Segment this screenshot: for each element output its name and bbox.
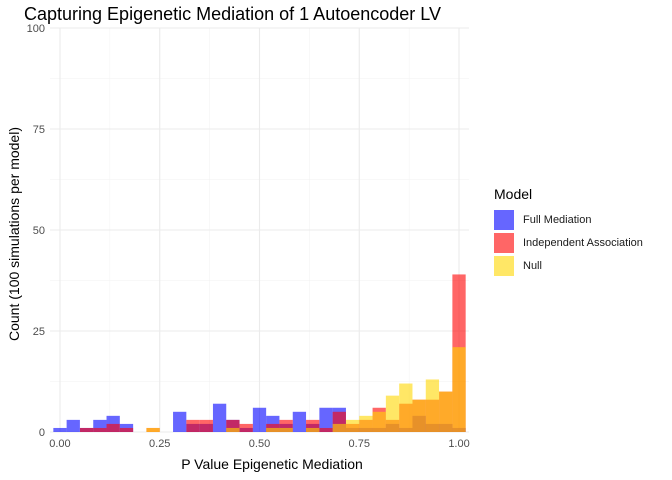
y-tick-label: 0 xyxy=(39,427,45,439)
x-tick-label: 0.50 xyxy=(249,438,270,450)
y-axis-label: Count (100 simulations per model) xyxy=(6,127,22,341)
legend-key-null xyxy=(494,255,514,276)
axis-ticks: 0.00 0.25 0.50 0.75 1.00 0 25 50 75 100 xyxy=(27,23,470,450)
y-tick-label: 50 xyxy=(33,225,45,237)
chart-title: Capturing Epigenetic Mediation of 1 Auto… xyxy=(24,4,441,24)
bar-independent-association xyxy=(79,427,94,432)
y-tick-label: 25 xyxy=(33,326,45,338)
bar-null xyxy=(412,399,426,432)
x-tick-label: 0.75 xyxy=(349,438,370,450)
bar-null xyxy=(359,415,373,432)
x-tick-label: 0.00 xyxy=(49,438,70,450)
bar-full-mediation xyxy=(292,411,307,432)
bar-independent-association xyxy=(199,419,213,432)
bar-independent-association xyxy=(119,427,134,432)
bar-null xyxy=(226,427,240,432)
legend-item-null: Null xyxy=(494,254,643,277)
legend-item-independent-association: Independent Association xyxy=(494,231,643,254)
bar-null xyxy=(452,347,466,432)
legend: Model Full Mediation Independent Associa… xyxy=(494,186,643,277)
bar-full-mediation xyxy=(53,427,67,432)
bar-null xyxy=(306,427,320,432)
x-tick-label: 0.25 xyxy=(149,438,170,450)
y-tick-label: 75 xyxy=(33,124,45,136)
bar-null xyxy=(372,411,386,432)
bar-independent-association xyxy=(239,423,253,432)
bar-full-mediation xyxy=(212,403,227,432)
bar-null xyxy=(279,427,293,432)
bar-null xyxy=(385,395,400,432)
bar-null xyxy=(146,427,160,432)
legend-key-independent-association xyxy=(494,232,514,253)
legend-label-null: Null xyxy=(523,259,542,272)
x-tick-label: 1.00 xyxy=(448,438,469,450)
x-axis-label: P Value Epigenetic Mediation xyxy=(181,456,363,472)
bar-independent-association xyxy=(186,419,200,432)
bar-full-mediation xyxy=(252,407,267,432)
bar-independent-association xyxy=(93,427,107,432)
bar-full-mediation xyxy=(173,411,187,432)
legend-item-full-mediation: Full Mediation xyxy=(494,208,643,231)
bar-null xyxy=(266,427,280,432)
bar-null xyxy=(425,379,440,432)
bar-independent-association xyxy=(319,427,333,432)
y-tick-label: 100 xyxy=(27,23,45,35)
bar-full-mediation xyxy=(66,419,80,432)
legend-key-full-mediation xyxy=(494,209,514,230)
grid-lines xyxy=(50,27,469,433)
bar-null xyxy=(439,391,453,432)
histogram-bars xyxy=(53,274,466,432)
bar-null xyxy=(332,423,346,432)
bar-full-mediation xyxy=(319,407,333,432)
legend-title: Model xyxy=(494,186,533,202)
bar-independent-association xyxy=(106,423,120,432)
bar-null xyxy=(345,419,360,432)
bar-null xyxy=(399,383,413,432)
legend-label-full-mediation: Full Mediation xyxy=(523,213,592,226)
legend-label-independent-association: Independent Association xyxy=(523,236,643,249)
